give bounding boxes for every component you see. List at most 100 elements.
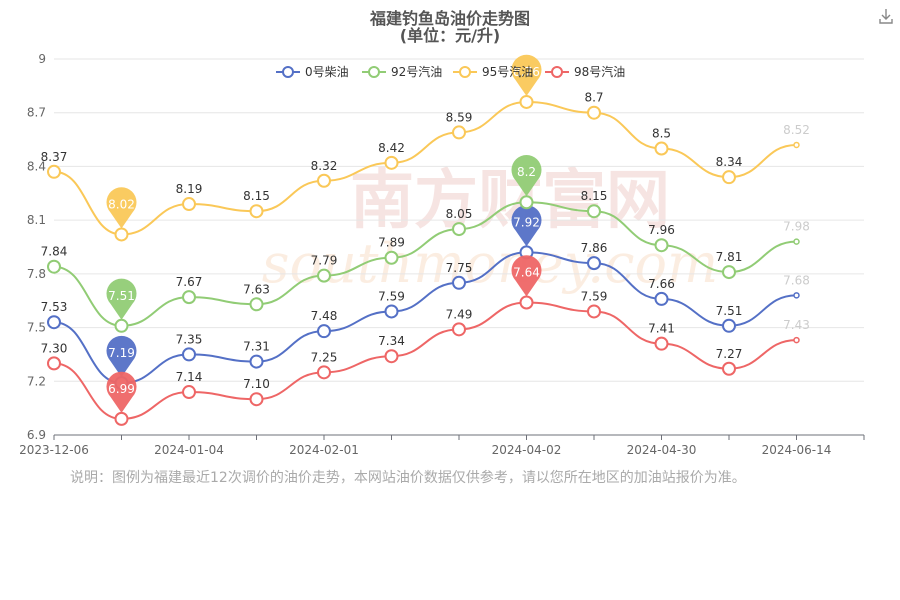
legend-item[interactable]: 95号汽油	[453, 64, 533, 79]
data-label: 8.59	[446, 110, 473, 124]
data-label: 7.79	[311, 254, 338, 268]
y-tick-label: 6.9	[27, 428, 46, 442]
data-point	[722, 318, 736, 333]
data-point	[384, 349, 399, 364]
max-pin	[511, 54, 542, 96]
data-point	[519, 295, 534, 310]
data-point	[317, 173, 331, 188]
legend: 0号柴油 92号汽油 95号汽油 98号汽油	[276, 64, 625, 79]
legend-marker	[551, 66, 563, 78]
data-label: 7.41	[648, 322, 675, 336]
download-icon[interactable]	[877, 7, 895, 25]
data-label: 8.15	[581, 189, 608, 203]
y-tick-label: 7.5	[27, 321, 46, 335]
min-pin-label: 7.51	[108, 289, 135, 303]
series-line	[53, 251, 797, 385]
data-point	[519, 195, 534, 210]
data-label: 7.59	[378, 289, 405, 303]
data-label: 7.43	[783, 318, 810, 332]
data-point	[47, 164, 61, 179]
data-point	[249, 297, 264, 312]
data-point	[317, 268, 331, 283]
data-point	[47, 259, 61, 274]
series-2: 7.84 7.67 7.63 7.79 7.89 8.05 8.15 7.96 7.81 7.98…	[41, 155, 810, 333]
y-tick-label: 8.7	[27, 106, 46, 120]
data-point	[249, 392, 264, 407]
data-point	[654, 291, 669, 306]
min-pin-label: 8.02	[108, 197, 135, 211]
y-tick-label: 7.2	[27, 374, 46, 388]
data-point	[114, 411, 129, 426]
y-tick-label: 7.8	[27, 267, 46, 281]
data-point	[114, 318, 129, 333]
data-point	[722, 170, 736, 185]
data-label: 7.25	[311, 350, 338, 364]
data-point	[182, 385, 196, 400]
series-line	[53, 201, 797, 327]
max-pin	[511, 155, 542, 197]
watermark-en: southmoney.com	[262, 232, 718, 295]
chart-title: 福建钓鱼岛油价走势图	[369, 9, 530, 28]
data-label: 7.96	[648, 223, 675, 237]
data-point	[114, 227, 129, 242]
legend-item[interactable]: 98号汽油	[545, 64, 625, 79]
data-label: 7.10	[243, 377, 270, 391]
min-pin	[106, 371, 137, 413]
data-label: 7.84	[41, 245, 68, 259]
data-label: 7.98	[783, 220, 810, 234]
data-label: 7.49	[446, 307, 473, 321]
series-1: 7.53 7.35 7.31 7.48 7.59 7.75 7.86 7.66 7.51 7.68…	[41, 205, 810, 391]
legend-label: 92号汽油	[391, 64, 442, 79]
legend-item[interactable]: 92号汽油	[362, 64, 442, 79]
data-label: 7.51	[716, 304, 743, 318]
legend-label: 98号汽油	[574, 64, 625, 79]
x-tick-label: 2024-06-14	[762, 443, 832, 457]
max-pin-label: 7.64	[513, 266, 540, 280]
chart-subtitle: (单位：元/升)	[399, 26, 501, 45]
data-point	[182, 290, 196, 305]
data-label: 8.32	[311, 159, 338, 173]
data-point	[793, 238, 800, 245]
y-tick-label: 8.1	[27, 213, 46, 227]
legend-marker	[282, 66, 294, 78]
data-label: 7.68	[783, 273, 810, 287]
x-tick-label: 2024-01-04	[154, 443, 224, 457]
x-tick-label: 2023-12-06	[19, 443, 89, 457]
min-pin-label: 7.19	[108, 346, 135, 360]
data-point	[654, 238, 669, 253]
data-label: 7.34	[378, 334, 405, 348]
data-point	[452, 222, 466, 237]
data-point	[587, 105, 601, 120]
data-point	[182, 197, 196, 212]
data-label: 7.86	[581, 241, 608, 255]
footnote: 说明：图例为福建最近12次调价的油价走势，本网站油价数据仅供参考，请以您所在地区…	[70, 470, 746, 486]
data-point	[793, 336, 800, 344]
data-label: 7.81	[716, 250, 743, 264]
data-point	[722, 265, 736, 280]
data-label: 7.35	[176, 332, 203, 346]
data-label: 7.63	[243, 282, 270, 296]
data-label: 7.27	[716, 347, 743, 361]
data-label: 8.05	[446, 207, 473, 221]
legend-label: 0号柴油	[305, 65, 349, 79]
data-label: 7.75	[446, 261, 473, 275]
data-label: 8.7	[584, 91, 603, 105]
data-point	[317, 365, 331, 380]
min-pin	[106, 278, 137, 320]
legend-marker	[459, 66, 471, 78]
data-point	[47, 356, 61, 371]
legend-item[interactable]: 0号柴油	[276, 65, 349, 79]
data-label: 8.34	[716, 155, 743, 169]
min-pin	[106, 335, 137, 378]
max-pin	[511, 205, 542, 247]
y-tick-label: 8.4	[27, 159, 46, 173]
data-point	[654, 141, 669, 156]
data-point	[384, 304, 399, 319]
data-label: 7.66	[648, 277, 675, 291]
data-point	[47, 315, 61, 330]
data-label: 7.53	[41, 300, 68, 314]
series-4: 7.30 7.14 7.10 7.25 7.34 7.49 7.59 7.41 7.27 7.43…	[41, 255, 810, 426]
data-point	[384, 155, 399, 170]
data-point	[249, 354, 264, 369]
